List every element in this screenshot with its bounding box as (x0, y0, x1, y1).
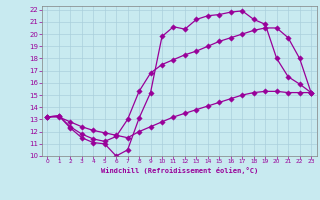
X-axis label: Windchill (Refroidissement éolien,°C): Windchill (Refroidissement éolien,°C) (100, 167, 258, 174)
